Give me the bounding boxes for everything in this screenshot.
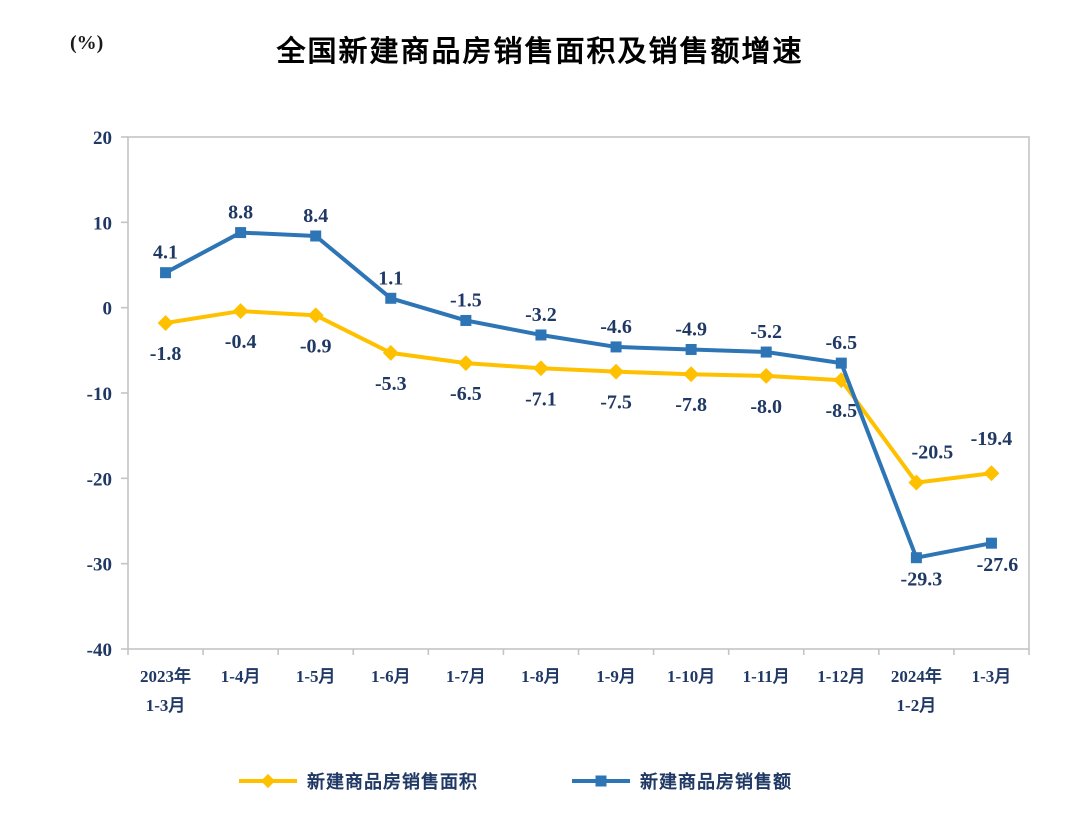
data-point-diamond — [683, 366, 700, 383]
x-tick-label: 1-3月 — [146, 696, 186, 715]
data-point-square — [460, 314, 472, 326]
legend-item-sales-area: 新建商品房销售面积 — [238, 768, 478, 794]
line-chart: 20 10 0 -10 -20 -30 -40 2023年 1-3月 1-4月 1-5月 1-6月 1-… — [87, 128, 1030, 715]
data-point-square — [910, 552, 922, 564]
data-label: -8.0 — [750, 396, 782, 418]
data-point-square — [310, 230, 322, 242]
data-label: -5.2 — [750, 321, 782, 343]
data-point-square — [760, 346, 772, 358]
y-tick-label: -30 — [87, 555, 112, 576]
data-point-diamond — [758, 368, 775, 384]
x-tick-label: 1-11月 — [743, 667, 790, 686]
data-label: -4.9 — [675, 318, 707, 340]
data-label: -19.4 — [971, 428, 1013, 450]
y-tick-label: 20 — [93, 128, 112, 149]
x-tick-label: 1-5月 — [296, 667, 336, 686]
data-point-diamond — [457, 355, 474, 372]
x-tick-label: 1-10月 — [667, 667, 715, 686]
data-label: -1.8 — [150, 343, 182, 365]
data-point-square — [385, 292, 397, 304]
x-tick-label: 1-4月 — [221, 667, 261, 686]
x-tick-label: 1-2月 — [897, 696, 937, 715]
data-point-square — [685, 343, 697, 355]
data-point-diamond — [908, 474, 925, 491]
legend-diamond-marker-icon — [239, 773, 297, 789]
data-label: -29.3 — [901, 569, 943, 591]
y-tick-label: -20 — [87, 469, 112, 490]
data-label: -4.6 — [600, 316, 632, 338]
data-label: -7.5 — [600, 392, 632, 414]
data-label: -20.5 — [912, 442, 954, 464]
data-label: 4.1 — [153, 242, 178, 264]
x-tick-label: 2024年 — [891, 666, 942, 686]
data-label: 1.1 — [378, 267, 403, 289]
data-point-square — [835, 357, 847, 369]
data-point-square — [985, 537, 997, 549]
data-label: -6.5 — [825, 332, 857, 354]
x-tick-label: 1-7月 — [446, 667, 486, 686]
data-label: -8.5 — [825, 400, 857, 422]
data-label: -6.5 — [450, 383, 482, 405]
legend-item-sales-amount: 新建商品房销售额 — [571, 768, 792, 794]
data-point-diamond — [382, 344, 399, 361]
x-tick-label: 2023年 — [140, 666, 191, 686]
series-line-0 — [163, 309, 994, 485]
x-tick-label: 1-9月 — [596, 667, 636, 686]
data-label: 8.8 — [228, 202, 253, 224]
x-tick-label: 1-6月 — [371, 667, 411, 686]
data-point-diamond — [232, 303, 249, 319]
data-label: -1.5 — [450, 289, 482, 311]
data-label: -0.4 — [225, 331, 257, 353]
plot-border — [127, 136, 1030, 650]
y-tick-label: 10 — [93, 213, 112, 234]
data-point-square — [610, 341, 622, 353]
data-point-square — [160, 267, 172, 279]
data-label: -0.9 — [300, 335, 332, 357]
data-point-diamond — [608, 363, 624, 380]
data-label: -27.6 — [977, 554, 1019, 576]
data-label: -5.3 — [375, 373, 407, 395]
legend-label-sales-amount: 新建商品房销售额 — [640, 772, 792, 792]
data-label: -7.1 — [525, 388, 557, 410]
data-point-square — [535, 329, 547, 341]
y-tick-label: -40 — [87, 640, 112, 661]
data-label: -3.2 — [525, 304, 557, 326]
data-point-diamond — [157, 315, 174, 331]
data-point-diamond — [533, 360, 549, 377]
legend-square-marker-icon — [572, 775, 630, 787]
y-axis-unit-label: (%) — [70, 32, 104, 54]
chart-title: 全国新建商品房销售面积及销售额增速 — [276, 36, 804, 68]
x-tick-label: 1-8月 — [521, 667, 561, 686]
legend-label-sales-area: 新建商品房销售面积 — [307, 772, 478, 792]
series-line-1 — [163, 230, 994, 560]
data-point-diamond — [983, 465, 1000, 482]
y-tick-label: 0 — [103, 299, 113, 320]
data-label: -7.8 — [675, 394, 707, 416]
x-tick-label: 1-12月 — [817, 667, 865, 686]
data-point-diamond — [307, 307, 324, 324]
data-point-square — [235, 227, 247, 239]
y-tick-label: -10 — [87, 384, 112, 405]
data-label: 8.4 — [303, 205, 328, 227]
x-tick-label: 1-3月 — [972, 667, 1012, 686]
